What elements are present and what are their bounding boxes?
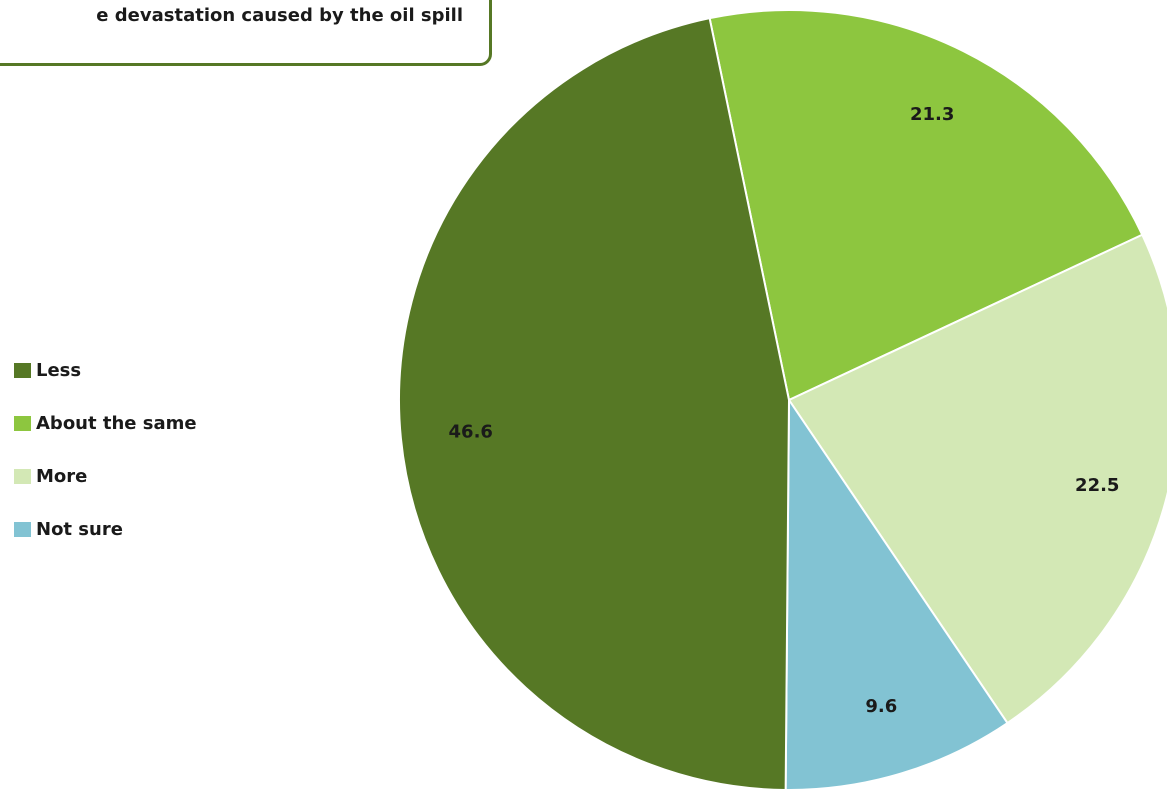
- slice-not-sure: [784, 396, 1009, 789]
- legend-item-more: More: [14, 463, 197, 489]
- legend-swatch-about-the-same: [14, 415, 31, 431]
- data-label-not-sure: 9.6: [865, 696, 897, 717]
- legend-item-less: Less: [14, 357, 197, 383]
- legend-swatch-less: [14, 362, 31, 378]
- legend-label-less: Less: [36, 359, 82, 381]
- pie-data-labels: 21.3 22.5 9.6 46.6: [449, 104, 1120, 717]
- data-label-more: 22.5: [1075, 475, 1119, 496]
- data-label-about-the-same: 21.3: [910, 104, 954, 125]
- slice-more: [787, 233, 1167, 725]
- legend-label-more: More: [36, 465, 88, 487]
- slice-about-the-same: [708, 9, 1144, 402]
- legend-swatch-not-sure: [14, 521, 31, 537]
- legend-item-not-sure: Not sure: [14, 516, 197, 542]
- pie-slices: [398, 9, 1167, 789]
- slice-less: [398, 16, 791, 789]
- legend-swatch-more: [14, 468, 31, 484]
- legend-label-not-sure: Not sure: [36, 518, 123, 540]
- chart-title: e devastation caused by the oil spill: [96, 5, 463, 26]
- chart-legend: Less About the same More Not sure: [14, 357, 197, 569]
- data-label-less: 46.6: [449, 421, 493, 442]
- chart-title-box: e devastation caused by the oil spill: [0, 0, 492, 66]
- legend-item-about-the-same: About the same: [14, 410, 197, 436]
- legend-label-about-the-same: About the same: [36, 412, 197, 434]
